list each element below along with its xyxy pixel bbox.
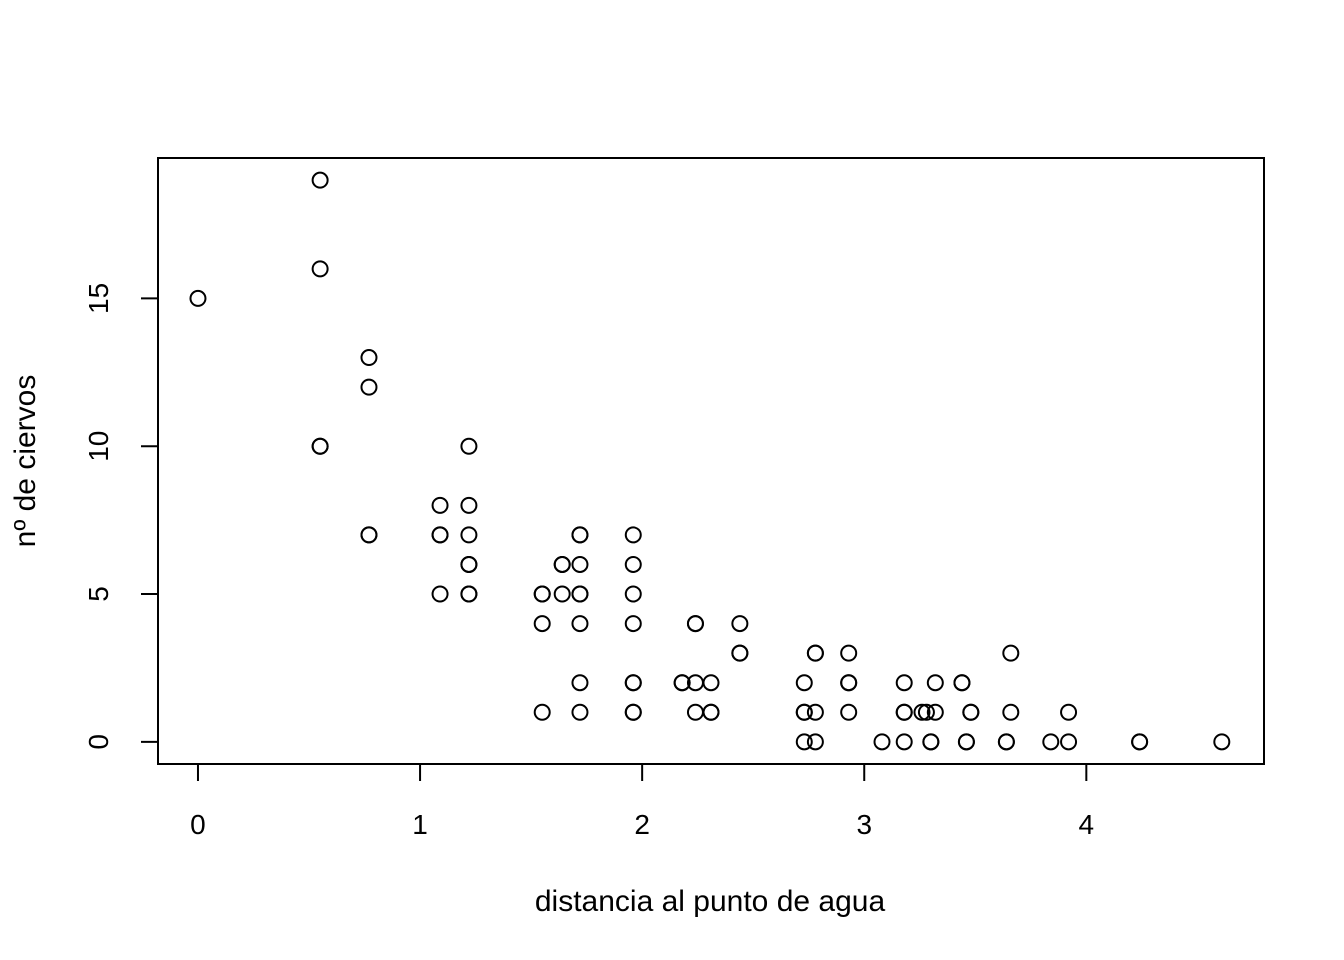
data-point [460, 496, 478, 514]
data-point [624, 555, 642, 573]
data-point [571, 703, 589, 721]
x-axis-label: distancia al punto de agua [535, 885, 886, 918]
y-axis: 0 5 10 15 [83, 283, 159, 750]
data-point [311, 260, 329, 278]
data-point [1002, 644, 1020, 662]
data-point [624, 674, 642, 692]
data-point [806, 703, 824, 721]
data-point [533, 585, 551, 603]
data-point [1060, 703, 1078, 721]
y-tick-label: 10 [83, 431, 114, 462]
data-point [1060, 733, 1078, 751]
data-point [1213, 733, 1231, 751]
data-point [895, 733, 913, 751]
x-tick-label: 4 [1079, 809, 1095, 840]
x-tick-label: 0 [190, 809, 206, 840]
data-point [731, 644, 749, 662]
data-point [702, 674, 720, 692]
data-point [926, 703, 944, 721]
data-point [840, 644, 858, 662]
data-point [571, 615, 589, 633]
data-point [533, 615, 551, 633]
x-tick-label: 2 [634, 809, 650, 840]
data-point [360, 378, 378, 396]
y-tick-label: 15 [83, 283, 114, 314]
data-point [360, 349, 378, 367]
data-point [571, 555, 589, 573]
x-axis: 0 1 2 3 4 [190, 763, 1095, 840]
data-point [624, 615, 642, 633]
data-points [189, 171, 1231, 751]
data-point [840, 703, 858, 721]
data-point [311, 171, 329, 189]
data-point [624, 703, 642, 721]
data-point [917, 703, 935, 721]
data-point [957, 733, 975, 751]
y-axis-label: nº de ciervos [9, 375, 42, 548]
data-point [533, 703, 551, 721]
data-point [431, 496, 449, 514]
data-point [311, 437, 329, 455]
y-tick-label: 5 [83, 586, 114, 602]
data-point [673, 674, 691, 692]
data-point [460, 526, 478, 544]
data-point [997, 733, 1015, 751]
data-point [913, 703, 931, 721]
data-point [895, 703, 913, 721]
data-point [571, 585, 589, 603]
data-point [189, 289, 207, 307]
data-point [460, 437, 478, 455]
data-point [806, 733, 824, 751]
x-tick-label: 1 [412, 809, 428, 840]
data-point [624, 526, 642, 544]
data-point [795, 703, 813, 721]
data-point [1002, 703, 1020, 721]
data-point [571, 526, 589, 544]
data-point [1131, 733, 1149, 751]
data-point [953, 674, 971, 692]
data-point [962, 703, 980, 721]
data-point [840, 674, 858, 692]
data-point [460, 555, 478, 573]
data-point [686, 703, 704, 721]
data-point [922, 733, 940, 751]
data-point [795, 733, 813, 751]
data-point [731, 615, 749, 633]
data-point [806, 644, 824, 662]
data-point [553, 555, 571, 573]
plot-frame [157, 157, 1265, 765]
data-point [553, 585, 571, 603]
data-point [873, 733, 891, 751]
data-point [571, 674, 589, 692]
x-tick-label: 3 [856, 809, 872, 840]
data-point [360, 526, 378, 544]
data-point [795, 674, 813, 692]
data-point [431, 585, 449, 603]
data-point [702, 703, 720, 721]
data-point [624, 585, 642, 603]
data-point [895, 674, 913, 692]
data-point [460, 585, 478, 603]
data-point [926, 674, 944, 692]
y-tick-label: 0 [83, 734, 114, 750]
data-point [431, 526, 449, 544]
data-point [1042, 733, 1060, 751]
data-point [686, 615, 704, 633]
